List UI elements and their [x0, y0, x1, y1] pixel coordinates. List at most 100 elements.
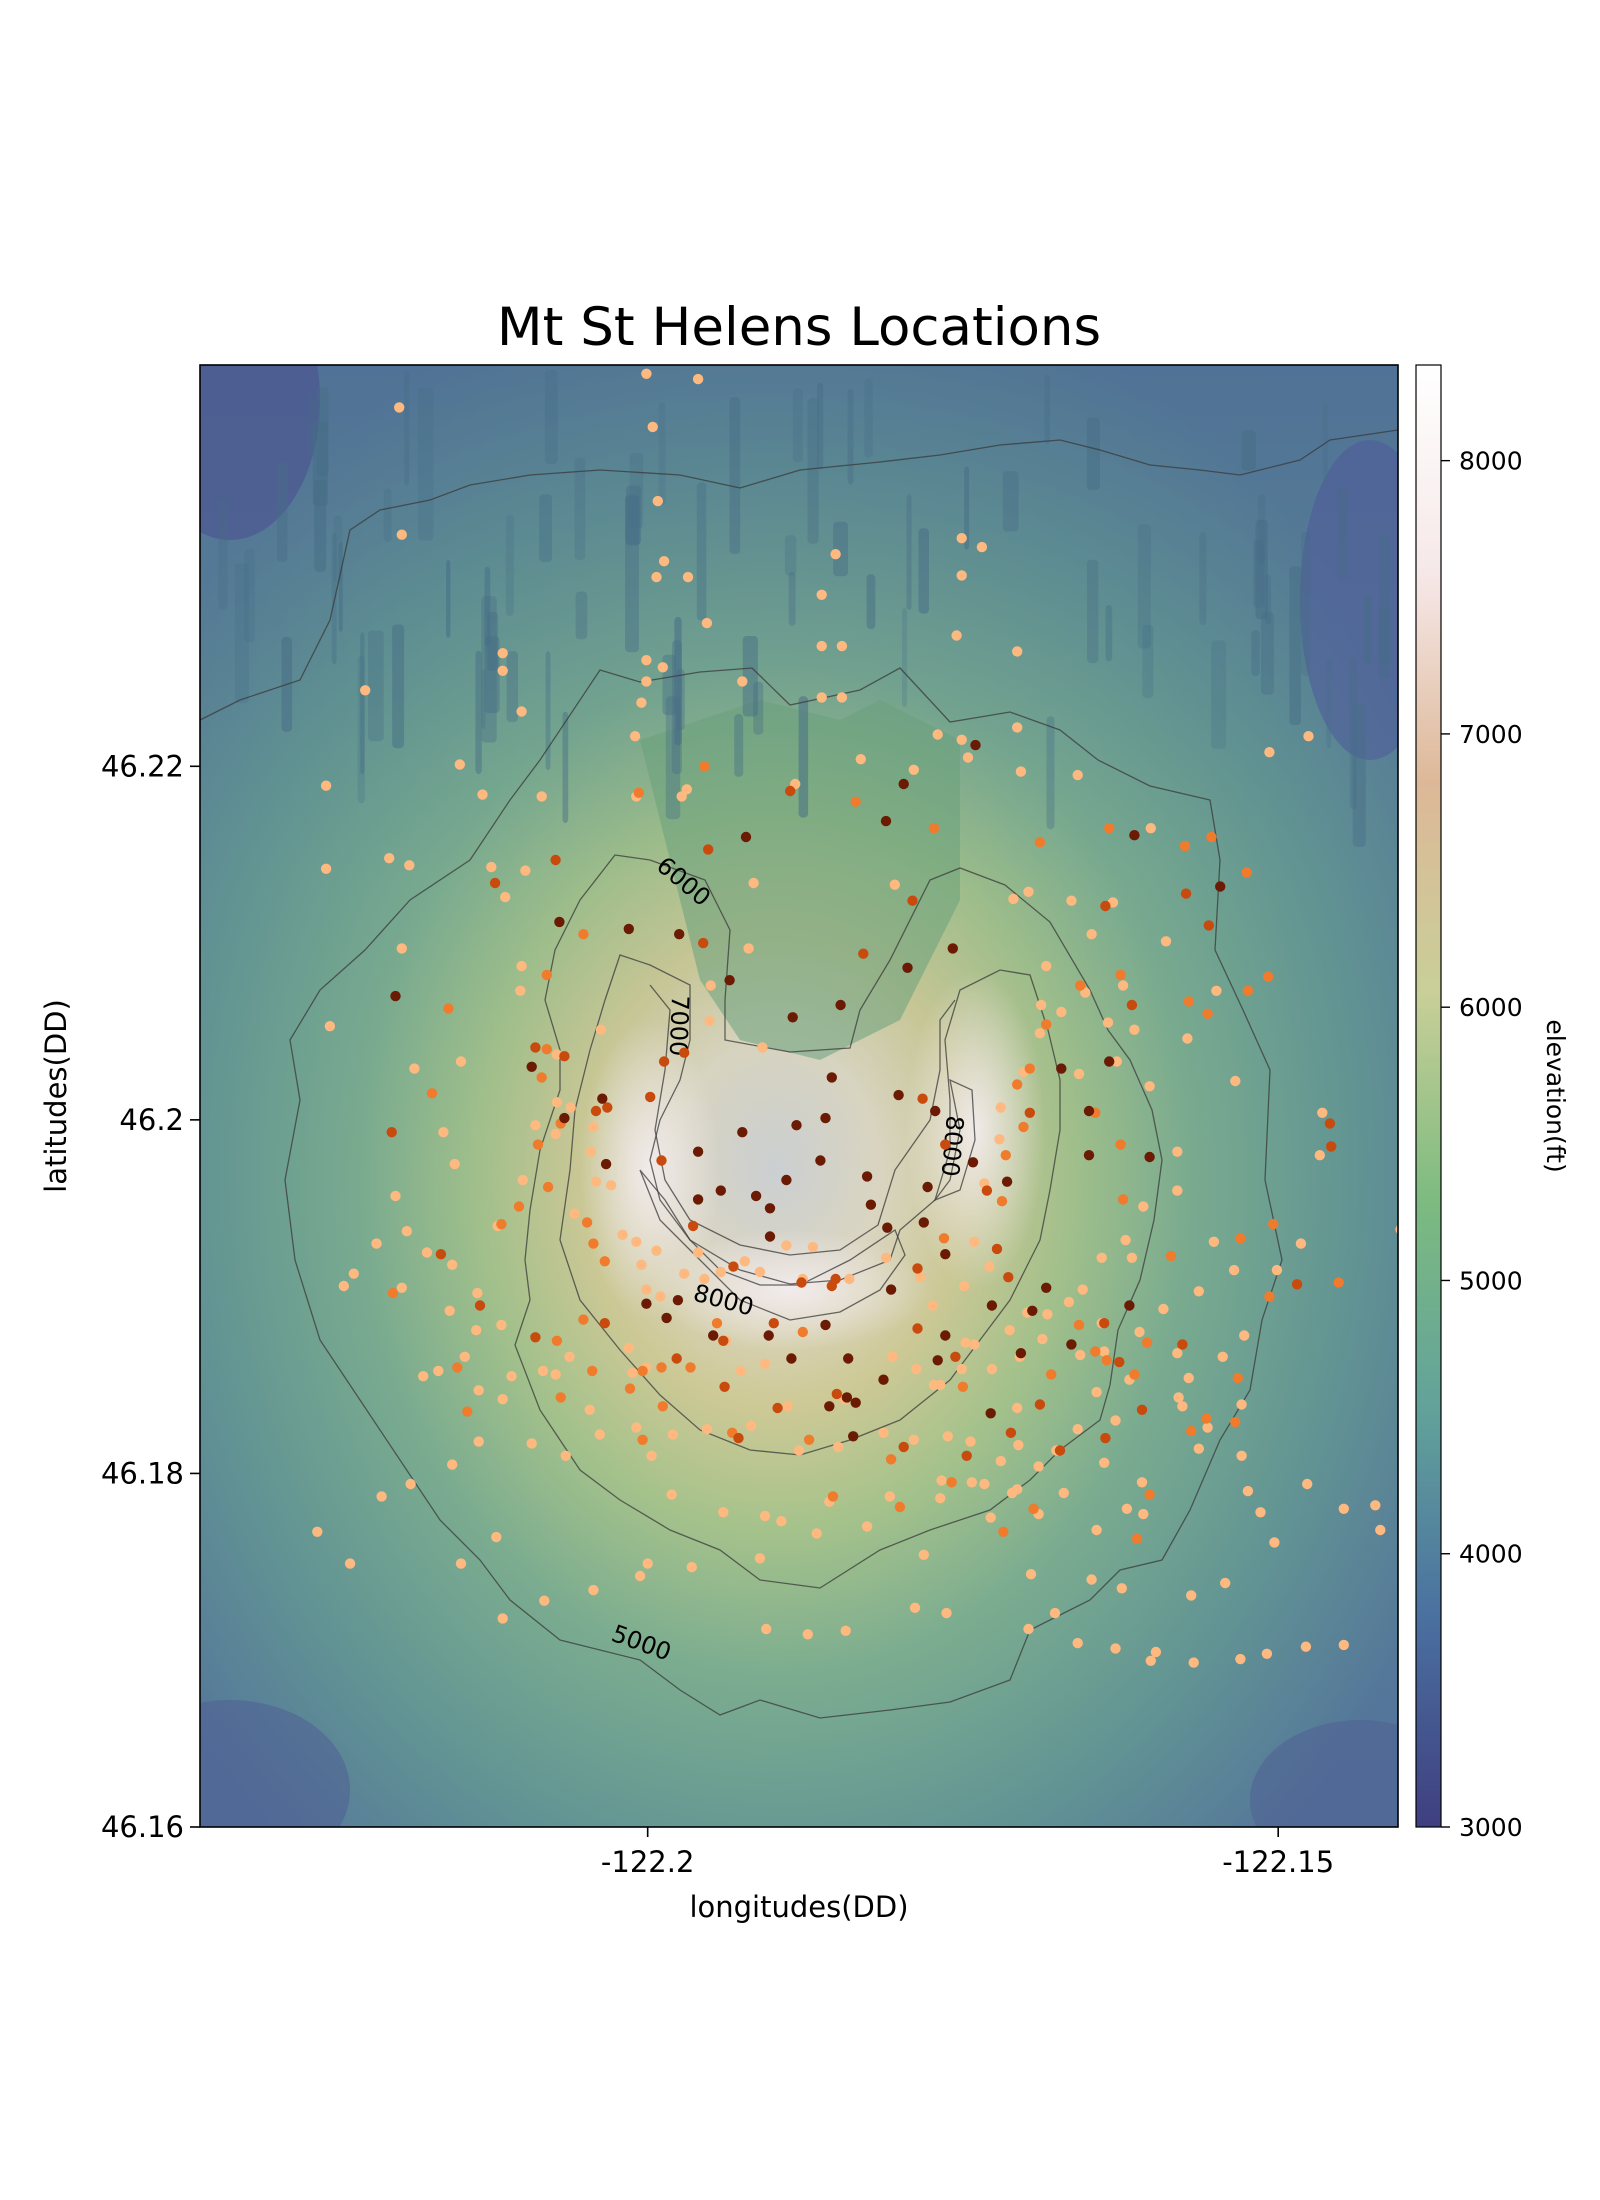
location-point — [581, 1217, 593, 1228]
location-point — [496, 1219, 507, 1230]
location-point — [826, 1072, 837, 1083]
terrain-texture — [218, 370, 1391, 847]
location-point — [1073, 1068, 1085, 1080]
terrain-streak — [314, 479, 327, 572]
location-point — [1012, 1079, 1023, 1090]
terrain-streak — [562, 711, 569, 824]
location-point — [1042, 1309, 1053, 1320]
location-point — [1188, 1657, 1199, 1668]
location-point — [1333, 1277, 1344, 1288]
location-point — [976, 541, 988, 553]
location-point — [782, 1401, 793, 1412]
location-point — [1183, 1372, 1194, 1384]
y-axis-label: latitudes(DD) — [39, 999, 73, 1193]
terrain-streak — [1046, 716, 1055, 830]
location-point — [1370, 1500, 1381, 1511]
location-point — [759, 1510, 771, 1522]
location-point — [555, 1392, 566, 1403]
location-point — [1239, 1330, 1250, 1341]
location-point — [671, 1353, 682, 1364]
location-point — [927, 1300, 938, 1311]
terrain-streak — [1142, 624, 1154, 698]
location-point — [1126, 999, 1138, 1011]
location-point — [550, 1128, 561, 1140]
terrain-streak — [906, 494, 912, 610]
location-point — [701, 1424, 713, 1435]
terrain-streak — [1253, 539, 1265, 608]
location-point — [995, 1455, 1006, 1467]
location-point — [940, 1249, 951, 1260]
terrain-streak — [742, 636, 758, 717]
location-point — [759, 1358, 771, 1370]
location-point — [1324, 1118, 1336, 1129]
location-point — [1136, 1404, 1148, 1416]
location-point — [559, 1112, 570, 1124]
terrain-streak — [1105, 605, 1113, 662]
location-point — [513, 1201, 525, 1212]
location-point — [889, 879, 900, 890]
location-point — [497, 648, 508, 659]
location-point — [1054, 1445, 1066, 1456]
location-point — [1129, 1369, 1140, 1380]
location-point — [785, 785, 796, 797]
location-point — [1077, 1284, 1088, 1295]
location-point — [384, 853, 395, 864]
location-point — [1291, 1279, 1303, 1290]
location-point — [1182, 1033, 1193, 1044]
location-point — [692, 1146, 704, 1157]
location-point — [1235, 1653, 1246, 1665]
location-point — [1049, 1607, 1061, 1619]
location-point — [740, 831, 752, 843]
location-point — [1131, 1533, 1143, 1545]
location-point — [1172, 1146, 1183, 1157]
location-point — [585, 1146, 597, 1157]
location-point — [1230, 1417, 1241, 1428]
location-point — [633, 787, 644, 798]
location-point — [1072, 1424, 1083, 1435]
location-point — [447, 1259, 458, 1271]
location-point — [542, 1181, 554, 1193]
location-point — [995, 1102, 1006, 1113]
location-point — [666, 1489, 677, 1500]
location-point — [541, 1044, 552, 1055]
colorbar-tick-label: 5000 — [1459, 1266, 1523, 1295]
location-point — [1338, 1639, 1350, 1651]
location-point — [1096, 1252, 1107, 1264]
location-point — [550, 854, 561, 866]
location-point — [711, 1318, 723, 1329]
location-point — [564, 1351, 575, 1363]
location-point — [459, 1351, 470, 1363]
location-point — [1314, 1150, 1326, 1161]
location-point — [811, 1528, 822, 1539]
location-point — [532, 1139, 544, 1150]
location-point — [772, 1402, 783, 1414]
location-point — [1236, 1450, 1247, 1462]
location-point — [692, 373, 704, 385]
location-point — [1023, 1623, 1034, 1635]
location-point — [642, 1558, 653, 1569]
terrain-streak — [918, 528, 929, 614]
location-point — [878, 1427, 889, 1439]
location-point — [390, 1190, 401, 1202]
location-point — [489, 877, 501, 889]
location-point — [878, 1374, 889, 1385]
location-point — [1008, 893, 1019, 905]
location-point — [497, 1394, 508, 1405]
location-point — [687, 1220, 699, 1232]
location-point — [657, 1401, 668, 1412]
location-point — [1160, 936, 1172, 947]
location-point — [1001, 1176, 1013, 1187]
location-point — [930, 1105, 941, 1117]
location-point — [737, 676, 748, 687]
location-point — [588, 1584, 599, 1596]
location-point — [405, 1478, 416, 1490]
location-point — [827, 1491, 839, 1502]
location-point — [880, 815, 892, 827]
terrain-streak — [1241, 430, 1256, 471]
terrain-streak — [333, 515, 343, 583]
terrain-streak — [277, 462, 288, 562]
location-point — [539, 1595, 550, 1606]
terrain-streak — [864, 378, 873, 458]
location-point — [718, 1335, 729, 1347]
location-point — [1317, 1107, 1328, 1119]
